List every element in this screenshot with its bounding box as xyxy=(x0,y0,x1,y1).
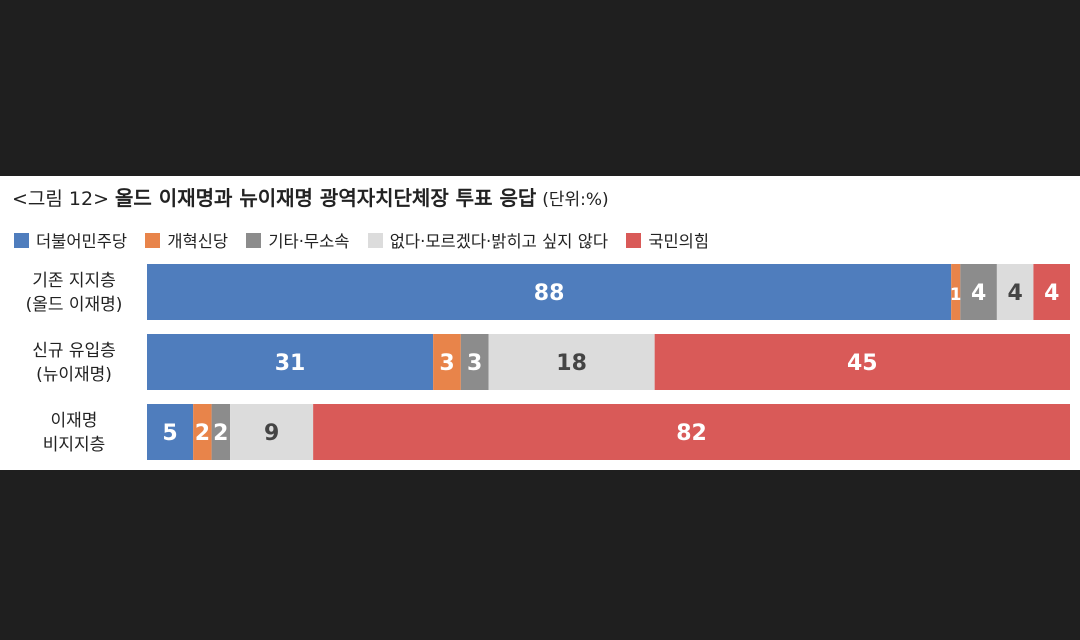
data-label: 82 xyxy=(676,421,707,446)
data-label: 31 xyxy=(275,351,306,376)
data-label: 3 xyxy=(439,351,454,376)
bar-segment xyxy=(193,404,212,460)
bar-segment xyxy=(433,334,461,390)
bar-segment xyxy=(147,334,434,390)
data-label: 9 xyxy=(264,421,279,446)
legend-label: 개혁신당 xyxy=(167,232,229,251)
data-label: 4 xyxy=(1044,281,1059,306)
legend-label: 더불어민주당 xyxy=(36,232,128,251)
data-label: 2 xyxy=(195,421,210,446)
category-label: 이재명 xyxy=(51,411,98,431)
legend-item: 개혁신당 xyxy=(145,228,228,252)
bar-segment xyxy=(951,264,961,320)
chart-title-row: <그림 12> 올드 이재명과 뉴이재명 광역자치단체장 투표 응답 (단위:%) xyxy=(12,182,609,211)
legend-swatch xyxy=(14,232,29,248)
data-label: 4 xyxy=(971,281,986,306)
data-label: 5 xyxy=(162,421,177,446)
bar-segment xyxy=(488,334,655,390)
legend-item: 없다·모르겠다·밝히고 싶지 않다 xyxy=(367,228,609,252)
chart-panel: <그림 12> 올드 이재명과 뉴이재명 광역자치단체장 투표 응답 (단위:%) … xyxy=(0,176,1080,470)
legend-swatch xyxy=(626,232,642,248)
data-label: 18 xyxy=(556,351,587,376)
bar-segment xyxy=(960,264,997,320)
bar-segment xyxy=(147,264,952,320)
bar-segment xyxy=(654,334,1070,390)
bar-segment xyxy=(460,334,489,390)
category-label: 비지지층 xyxy=(43,435,106,455)
bar-segment xyxy=(211,404,231,460)
bar-segment xyxy=(230,404,314,460)
legend-swatch xyxy=(367,232,383,248)
unit-label: (단위:%) xyxy=(542,190,609,210)
data-label: 3 xyxy=(467,351,482,376)
legend-swatch xyxy=(145,232,161,248)
figure-number: <그림 12> xyxy=(12,188,110,210)
bar-segment xyxy=(1033,264,1070,320)
data-label: 2 xyxy=(213,421,228,446)
data-label: 1 xyxy=(950,285,962,305)
stacked-bar-chart: 기존 지지층(올드 이재명) 88 1 4 4 4신규 유입층(뉴이재명) 31 3 3 18 45… xyxy=(26,264,1070,460)
legend-item: 더불어민주당 xyxy=(14,228,127,252)
category-label: 신규 유입층 xyxy=(32,341,116,361)
bar-segment xyxy=(147,404,194,460)
category-label: 기존 지지층 xyxy=(32,271,116,291)
legend-label: 기타·무소속 xyxy=(268,232,350,251)
chart-title: 올드 이재명과 뉴이재명 광역자치단체장 투표 응답 xyxy=(115,186,537,210)
bar-segment xyxy=(996,264,1034,320)
bar-segment xyxy=(313,404,1070,460)
data-label: 4 xyxy=(1008,281,1023,306)
data-label: 88 xyxy=(534,281,565,306)
legend: 더불어민주당 개혁신당 기타·무소속 없다·모르겠다·밝히고 싶지 않다 국민의… xyxy=(14,228,722,252)
legend-item: 국민의힘 xyxy=(626,228,709,252)
legend-label: 없다·모르겠다·밝히고 싶지 않다 xyxy=(389,232,609,251)
legend-item: 기타·무소속 xyxy=(246,228,349,252)
category-label: (뉴이재명) xyxy=(36,365,112,385)
legend-label: 국민의힘 xyxy=(648,232,710,251)
data-label: 45 xyxy=(847,351,878,376)
legend-swatch xyxy=(246,232,262,248)
category-label: (올드 이재명) xyxy=(26,295,123,315)
